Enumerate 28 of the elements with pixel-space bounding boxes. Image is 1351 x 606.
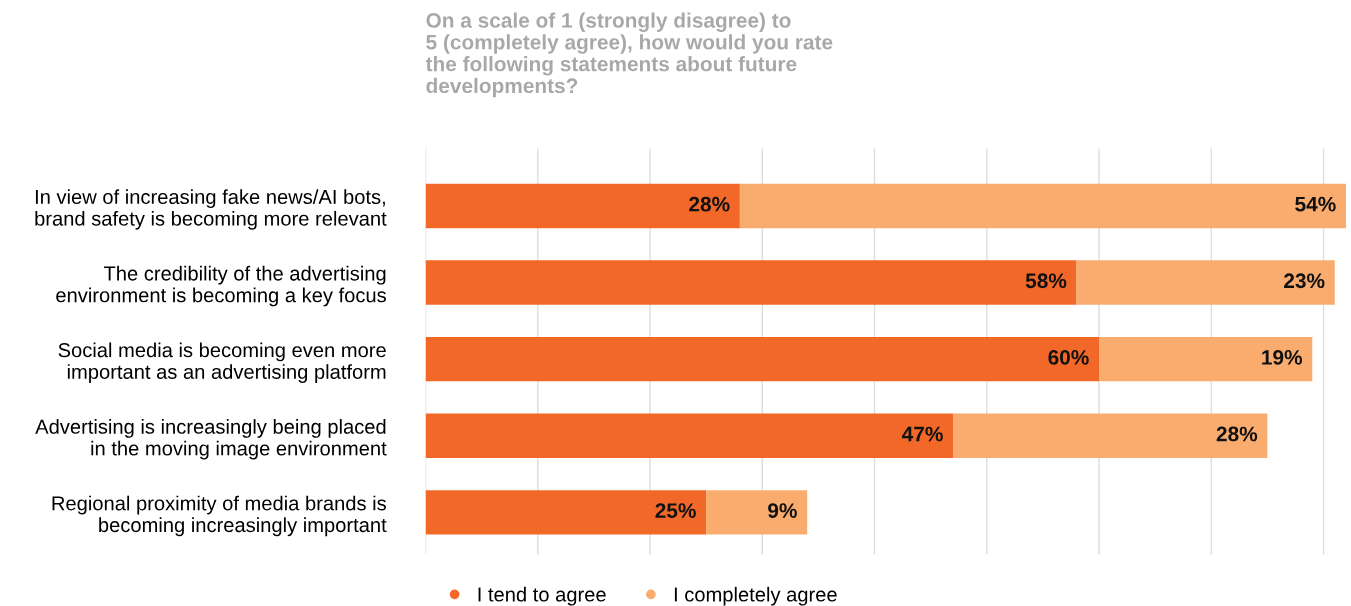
data-label: 25% bbox=[655, 503, 696, 518]
bar bbox=[425, 413, 954, 458]
bar bbox=[425, 490, 707, 535]
data-label: 28% bbox=[1216, 426, 1258, 442]
data-label: 23% bbox=[1284, 273, 1325, 289]
data-label: 9% bbox=[768, 503, 797, 518]
data-label: 58% bbox=[1025, 273, 1067, 289]
bar bbox=[425, 336, 1100, 382]
y-tick-label: Regional proximity of media brands is becoming increasingly important bbox=[52, 495, 387, 537]
bar bbox=[706, 490, 808, 535]
y-tick-label: Advertising is increasingly being placed in the moving image environment bbox=[35, 419, 387, 460]
chart-title: On a scale of 1 (strongly disagree) to 5 (completely agree), how would you rate the following statements about future developments? bbox=[425, 12, 833, 98]
data-label: 19% bbox=[1262, 349, 1303, 365]
data-label: 28% bbox=[689, 196, 730, 212]
legend-label: I completely agree bbox=[674, 586, 837, 606]
bar bbox=[739, 183, 1346, 229]
data-label: 47% bbox=[902, 426, 943, 442]
y-tick-label: In view of increasing fake news/AI bots, brand safety is becoming more relevant bbox=[35, 189, 387, 230]
data-label: 54% bbox=[1295, 196, 1336, 212]
y-tick-label: Social media is becoming even more important as an advertising platform bbox=[58, 342, 386, 383]
legend-label: I tend to agree bbox=[478, 586, 606, 606]
bar bbox=[425, 260, 1077, 305]
y-tick-label: The credibility of the advertising environment is becoming a key focus bbox=[56, 265, 386, 307]
bar bbox=[425, 183, 740, 229]
data-label: 60% bbox=[1048, 349, 1089, 365]
bar bbox=[1099, 336, 1313, 382]
bar bbox=[953, 413, 1268, 458]
bar bbox=[1076, 260, 1335, 305]
